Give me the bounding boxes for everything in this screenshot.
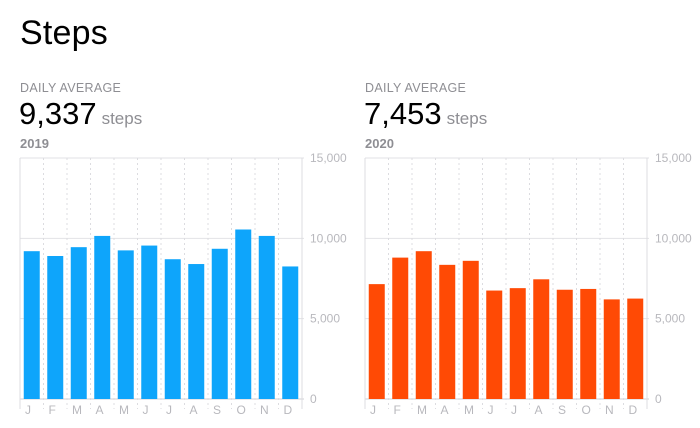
y-tick-label: 15,000 xyxy=(310,151,347,165)
y-tick-label: 10,000 xyxy=(310,231,347,245)
bar-M-2 xyxy=(70,247,87,399)
x-tick-label: O xyxy=(237,403,246,417)
x-tick-label: N xyxy=(605,403,614,417)
daily-average-unit: steps xyxy=(446,109,488,128)
bar-N-10 xyxy=(258,235,275,399)
x-tick-label: S xyxy=(213,403,221,417)
bar-F-1 xyxy=(392,257,409,399)
bar-A-7 xyxy=(533,279,550,399)
y-tick-label: 15,000 xyxy=(655,151,692,165)
daily-average-label: DAILY AVERAGE xyxy=(20,81,122,95)
bar-D-11 xyxy=(282,266,299,399)
daily-average-value-row: 9,337 steps xyxy=(19,96,142,132)
x-tick-label: A xyxy=(96,403,104,417)
x-tick-label: A xyxy=(535,403,543,417)
bar-D-11 xyxy=(627,298,644,399)
bar-J-0 xyxy=(23,251,40,399)
bar-F-1 xyxy=(47,256,64,399)
bar-A-3 xyxy=(94,235,111,399)
bar-M-4 xyxy=(462,260,479,399)
bar-A-7 xyxy=(188,264,205,399)
bar-N-10 xyxy=(603,299,620,399)
x-tick-label: A xyxy=(441,403,449,417)
daily-average-value-row: 7,453 steps xyxy=(364,96,487,132)
x-tick-label: S xyxy=(558,403,566,417)
bar-J-6 xyxy=(509,288,526,399)
x-tick-label: J xyxy=(25,403,31,417)
year-label: 2020 xyxy=(365,136,394,151)
bar-O-9 xyxy=(235,229,252,399)
bar-J-0 xyxy=(368,284,385,399)
daily-average-value: 7,453 xyxy=(364,96,442,131)
y-tick-label: 5,000 xyxy=(655,312,685,326)
x-tick-label: J xyxy=(370,403,376,417)
x-tick-label: A xyxy=(190,403,198,417)
x-tick-label: J xyxy=(166,403,172,417)
x-tick-label: M xyxy=(119,403,129,417)
daily-average-unit: steps xyxy=(101,109,143,128)
x-tick-label: D xyxy=(284,403,293,417)
bar-J-6 xyxy=(164,259,181,399)
x-tick-label: M xyxy=(417,403,427,417)
steps-panel-2019: DAILY AVERAGE 9,337 steps 2019 xyxy=(19,81,142,151)
daily-average-value: 9,337 xyxy=(19,96,97,131)
bar-O-9 xyxy=(580,288,597,399)
y-tick-label: 0 xyxy=(655,392,662,406)
x-tick-label: O xyxy=(582,403,591,417)
bar-J-5 xyxy=(486,290,503,399)
x-tick-label: N xyxy=(260,403,269,417)
daily-average-label: DAILY AVERAGE xyxy=(365,81,467,95)
y-tick-label: 0 xyxy=(310,392,317,406)
bar-S-8 xyxy=(211,248,228,399)
x-tick-label: M xyxy=(72,403,82,417)
x-tick-label: F xyxy=(394,403,401,417)
x-tick-label: J xyxy=(143,403,149,417)
bar-M-4 xyxy=(117,250,134,399)
y-tick-label: 5,000 xyxy=(310,312,340,326)
bar-J-5 xyxy=(141,245,158,399)
bar-A-3 xyxy=(439,264,456,399)
y-tick-label: 10,000 xyxy=(655,231,692,245)
x-tick-label: D xyxy=(629,403,638,417)
x-tick-label: J xyxy=(511,403,517,417)
x-tick-label: F xyxy=(49,403,56,417)
year-label: 2019 xyxy=(20,136,49,151)
bar-M-2 xyxy=(415,251,432,399)
steps-panel-2020: DAILY AVERAGE 7,453 steps 2020 xyxy=(345,0,695,428)
x-tick-label: M xyxy=(464,403,474,417)
page-title: Steps xyxy=(20,14,108,52)
bar-S-8 xyxy=(556,289,573,399)
x-tick-label: J xyxy=(488,403,494,417)
